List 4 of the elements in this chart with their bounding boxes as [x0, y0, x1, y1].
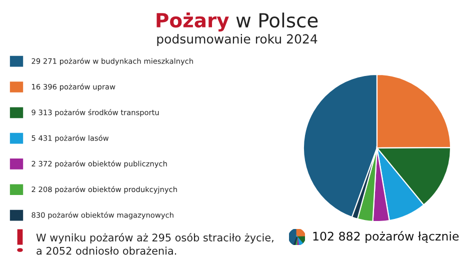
- chart-subtitle: podsumowanie roku 2024: [157, 34, 318, 46]
- chart-title: Pożary w Polsce: [156, 12, 318, 32]
- text: 102 882 pożarów łącznie: [313, 231, 459, 243]
- text: W wyniku pożarów aż 295 osób straciło życie, a 2052 odniosło obrażenia.: [36, 233, 274, 255]
